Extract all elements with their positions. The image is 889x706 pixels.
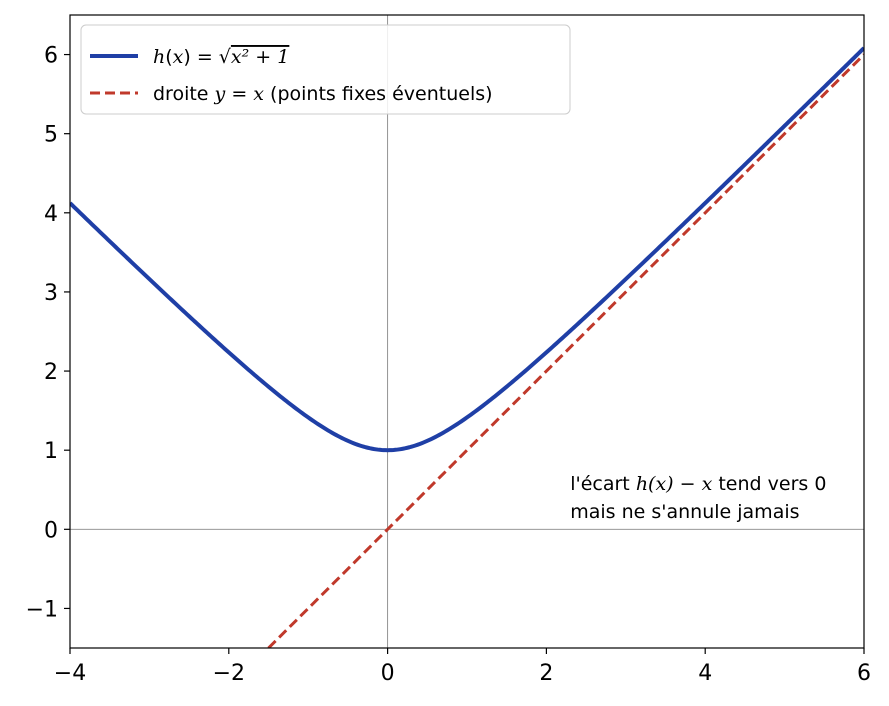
legend: h(x) = √x² + 1 droite y = x (points fixe… [80,24,571,115]
x-tick-label: −2 [213,661,245,686]
plot-frame [69,14,865,649]
y-tick-label: 3 [44,281,58,306]
legend-label-droite: droite y = x (points fixes éventuels) [153,83,493,105]
y-tick-label: 2 [44,360,58,385]
legend-radicand: x² + 1 [231,46,289,68]
x-tick-label: 6 [857,661,871,686]
series-h-line [70,46,864,453]
x-tick-label: 4 [698,661,712,686]
annotation-line-2: mais ne s'annule jamais [570,501,799,523]
annotation: l'écart h(x) − x tend vers 0 mais ne s'a… [570,473,826,523]
annotation-line-1: l'écart h(x) − x tend vers 0 [570,473,826,495]
series-droite-line [267,53,864,648]
legend-box [80,24,571,115]
y-tick-label: 5 [44,123,58,148]
x-tick-label: 0 [381,661,395,686]
y-tick-label: 4 [44,202,58,227]
y-tick-label: 6 [44,44,58,69]
x-tick-label: −4 [54,661,86,686]
y-tick-label: −1 [26,597,58,622]
plot-background [70,15,864,648]
y-tick-label: 0 [44,518,58,543]
y-tick-label: 1 [44,439,58,464]
x-tick-label: 2 [539,661,553,686]
legend-label-h: h(x) = √x² + 1 [153,46,289,68]
